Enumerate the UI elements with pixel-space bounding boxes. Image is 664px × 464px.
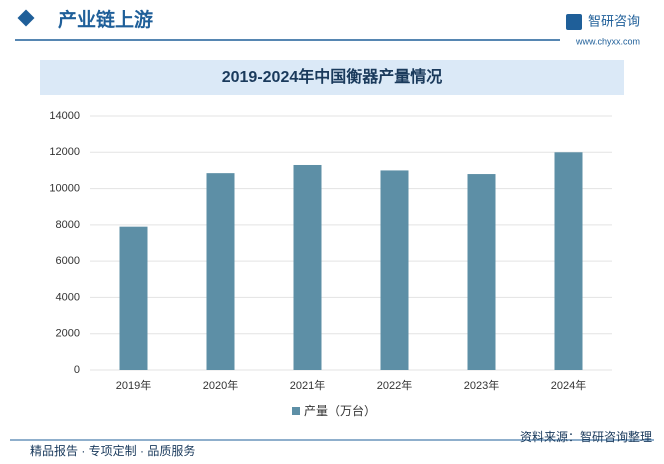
legend-swatch — [292, 407, 300, 415]
y-tick-label: 12000 — [49, 146, 80, 158]
x-tick-label: 2020年 — [203, 378, 238, 392]
y-tick-label: 0 — [74, 364, 80, 376]
section-title: 产业链上游 — [58, 8, 153, 31]
brand-logo — [566, 14, 582, 30]
title-band — [40, 60, 624, 95]
y-tick-label: 4000 — [56, 291, 80, 303]
bar — [293, 164, 322, 370]
bar — [119, 226, 148, 370]
chart-title: 2019-2024年中国衡器产量情况 — [222, 67, 443, 86]
bar — [554, 152, 583, 370]
y-tick-label: 6000 — [56, 255, 80, 267]
brand-url: www.chyxx.com — [575, 36, 640, 46]
y-tick-label: 14000 — [49, 110, 80, 122]
x-tick-label: 2024年 — [551, 378, 586, 392]
legend-label: 产量（万台） — [304, 403, 376, 418]
y-tick-label: 8000 — [56, 219, 80, 231]
footer-source: 资料来源：智研咨询整理 — [520, 429, 652, 444]
x-tick-label: 2021年 — [290, 378, 325, 392]
bar — [467, 174, 496, 370]
brand-name: 智研咨询 — [588, 13, 640, 28]
header-icon — [17, 9, 35, 27]
x-tick-label: 2019年 — [116, 378, 151, 392]
x-tick-label: 2023年 — [464, 378, 499, 392]
footer-slogan: 精品报告 · 专项定制 · 品质服务 — [30, 443, 195, 458]
y-tick-label: 10000 — [49, 182, 80, 194]
bar — [380, 170, 409, 370]
bar — [206, 173, 235, 370]
x-tick-label: 2022年 — [377, 378, 412, 392]
y-tick-label: 2000 — [56, 328, 80, 340]
